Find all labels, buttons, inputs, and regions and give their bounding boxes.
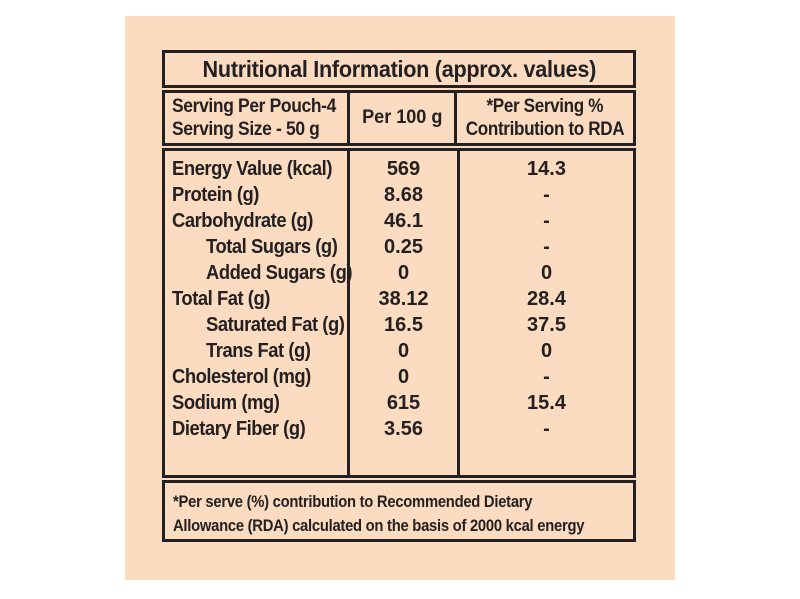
value-per-100g: 16.5 — [384, 314, 423, 336]
nutrition-table: Nutritional Information (approx. values)… — [162, 50, 636, 544]
value-per-100g: 8.68 — [384, 184, 423, 206]
value-per-100g: 46.1 — [384, 210, 423, 232]
nutrient-name-column: Energy Value (kcal) Protein (g) Carbohyd… — [165, 151, 353, 475]
nutrient-label: Total Fat (g) — [172, 288, 270, 310]
value-rda-percent: - — [543, 366, 550, 388]
serving-per-pouch: Serving Per Pouch-4 — [172, 96, 336, 117]
nutrient-label: Cholesterol (mg) — [172, 366, 311, 388]
value-per-100g: 615 — [386, 392, 421, 414]
footnote-line-1: *Per serve (%) contribution to Recommend… — [173, 492, 533, 511]
value-per-100g: 0.25 — [384, 236, 423, 258]
value-per-100g: 0 — [397, 262, 410, 284]
value-per-100g: 569 — [386, 158, 421, 180]
nutrient-label: Trans Fat (g) — [206, 340, 311, 362]
nutrient-label: Carbohydrate (g) — [172, 210, 313, 232]
label-title: Nutritional Information (approx. values) — [202, 55, 596, 82]
rda-footnote: *Per serve (%) contribution to Recommend… — [162, 480, 636, 542]
nutrient-label: Energy Value (kcal) — [172, 158, 333, 180]
column-header-per-100g: Per 100 g — [347, 93, 457, 143]
value-rda-percent: - — [543, 210, 550, 232]
value-rda-percent: 0 — [540, 262, 553, 284]
nutrient-body: Energy Value (kcal) Protein (g) Carbohyd… — [162, 148, 636, 478]
nutrient-label: Total Sugars (g) — [206, 236, 338, 258]
value-rda-percent: 28.4 — [527, 288, 566, 310]
value-per-100g: 3.56 — [384, 418, 423, 440]
footnote-line-2: Allowance (RDA) calculated on the basis … — [173, 516, 585, 535]
value-rda-percent: - — [543, 236, 550, 258]
value-per-100g: 0 — [397, 366, 410, 388]
nutrient-label: Added Sugars (g) — [206, 262, 353, 284]
column-header-row: Serving Per Pouch-4 Serving Size - 50 g … — [162, 90, 636, 146]
value-rda-percent: 14.3 — [527, 158, 566, 180]
value-rda-percent: - — [543, 184, 550, 206]
serving-size: Serving Size - 50 g — [172, 119, 320, 140]
title-box: Nutritional Information (approx. values) — [162, 50, 636, 88]
rda-percent-column: 14.3 - - - 0 28.4 37.5 0 - 15.4 - — [460, 151, 633, 475]
nutrient-label: Protein (g) — [172, 184, 259, 206]
column-header-rda: *Per Serving % Contribution to RDA — [465, 96, 625, 140]
value-rda-percent: 0 — [540, 340, 553, 362]
per-100g-column: 569 8.68 46.1 0.25 0 38.12 16.5 0 0 615 … — [347, 151, 460, 475]
value-per-100g: 38.12 — [378, 288, 429, 310]
nutrient-label: Sodium (mg) — [172, 392, 280, 414]
value-rda-percent: - — [543, 418, 550, 440]
column-header-serving: Serving Per Pouch-4 Serving Size - 50 g — [165, 93, 347, 143]
value-per-100g: 0 — [397, 340, 410, 362]
value-rda-percent: 15.4 — [527, 392, 566, 414]
nutrient-label: Saturated Fat (g) — [206, 314, 345, 336]
label-background: Nutritional Information (approx. values)… — [125, 16, 675, 580]
nutrient-label: Dietary Fiber (g) — [172, 418, 306, 440]
value-rda-percent: 37.5 — [527, 314, 566, 336]
